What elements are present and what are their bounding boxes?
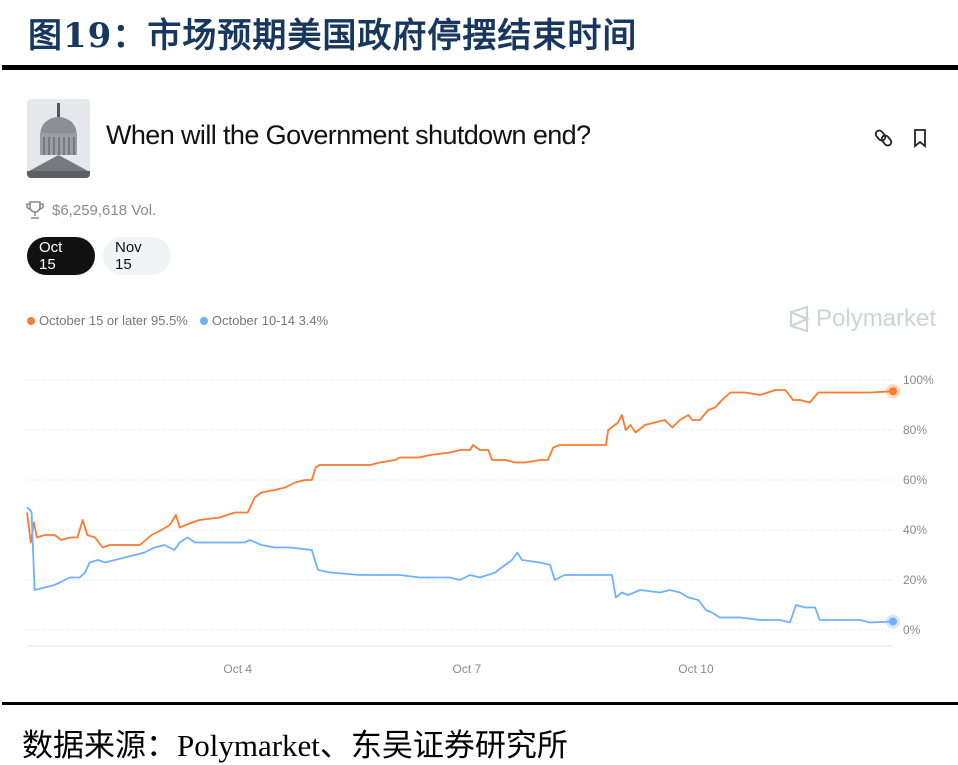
probability-chart: 100% 80% 60% 40% 20% 0% Oct 4 Oct 7 Oct 10: [26, 373, 934, 676]
volume-text: $6,259,618 Vol.: [52, 201, 157, 219]
legend-item-oct10-14[interactable]: October 10-14 3.4%: [199, 313, 329, 328]
y-tick-label: 80%: [903, 423, 927, 437]
top-divider: [2, 65, 958, 70]
volume: $6,259,618 Vol.: [26, 200, 156, 220]
legend-label: October 15 or later 95.5%: [39, 313, 188, 328]
series-line-1: [26, 506, 894, 624]
bookmark-icon[interactable]: [910, 127, 930, 149]
series-line-0: [26, 389, 894, 549]
series-endpoint-1: [889, 617, 897, 626]
legend-dot-blue: [199, 316, 208, 325]
series-endpoint-0: [889, 387, 897, 396]
y-tick-label: 40%: [903, 523, 927, 537]
link-icon[interactable]: [874, 127, 894, 149]
source-note: 数据来源：Polymarket、东吴证券研究所: [22, 728, 568, 763]
chart-legend: October 15 or later 95.5% October 10-14 …: [27, 313, 328, 328]
tab-nov-15[interactable]: Nov 15: [103, 237, 171, 275]
legend-label: October 10-14 3.4%: [211, 313, 329, 328]
y-tick-label: 0%: [903, 623, 921, 637]
y-tick-label: 100%: [903, 373, 934, 387]
y-tick-label: 60%: [903, 473, 927, 487]
x-tick-label: Oct 7: [453, 662, 482, 676]
x-tick-label: Oct 4: [223, 662, 252, 676]
brand-text: Polymarket: [816, 305, 937, 332]
polymarket-logo-icon: [789, 305, 810, 333]
y-tick-label: 20%: [903, 573, 927, 587]
figure-title: 图19：市场预期美国政府停摆结束时间: [28, 16, 638, 56]
legend-dot-orange: [27, 316, 35, 325]
x-tick-label: Oct 10: [678, 662, 714, 676]
polymarket-logo: Polymarket: [788, 305, 936, 333]
bottom-divider: [2, 702, 958, 705]
legend-item-oct15-later[interactable]: October 15 or later 95.5%: [27, 313, 188, 328]
tab-oct-15[interactable]: Oct 15: [27, 237, 95, 275]
trophy-icon: [26, 201, 44, 219]
market-title: When will the Government shutdown end?: [106, 120, 591, 150]
capitol-thumbnail: [27, 99, 90, 178]
